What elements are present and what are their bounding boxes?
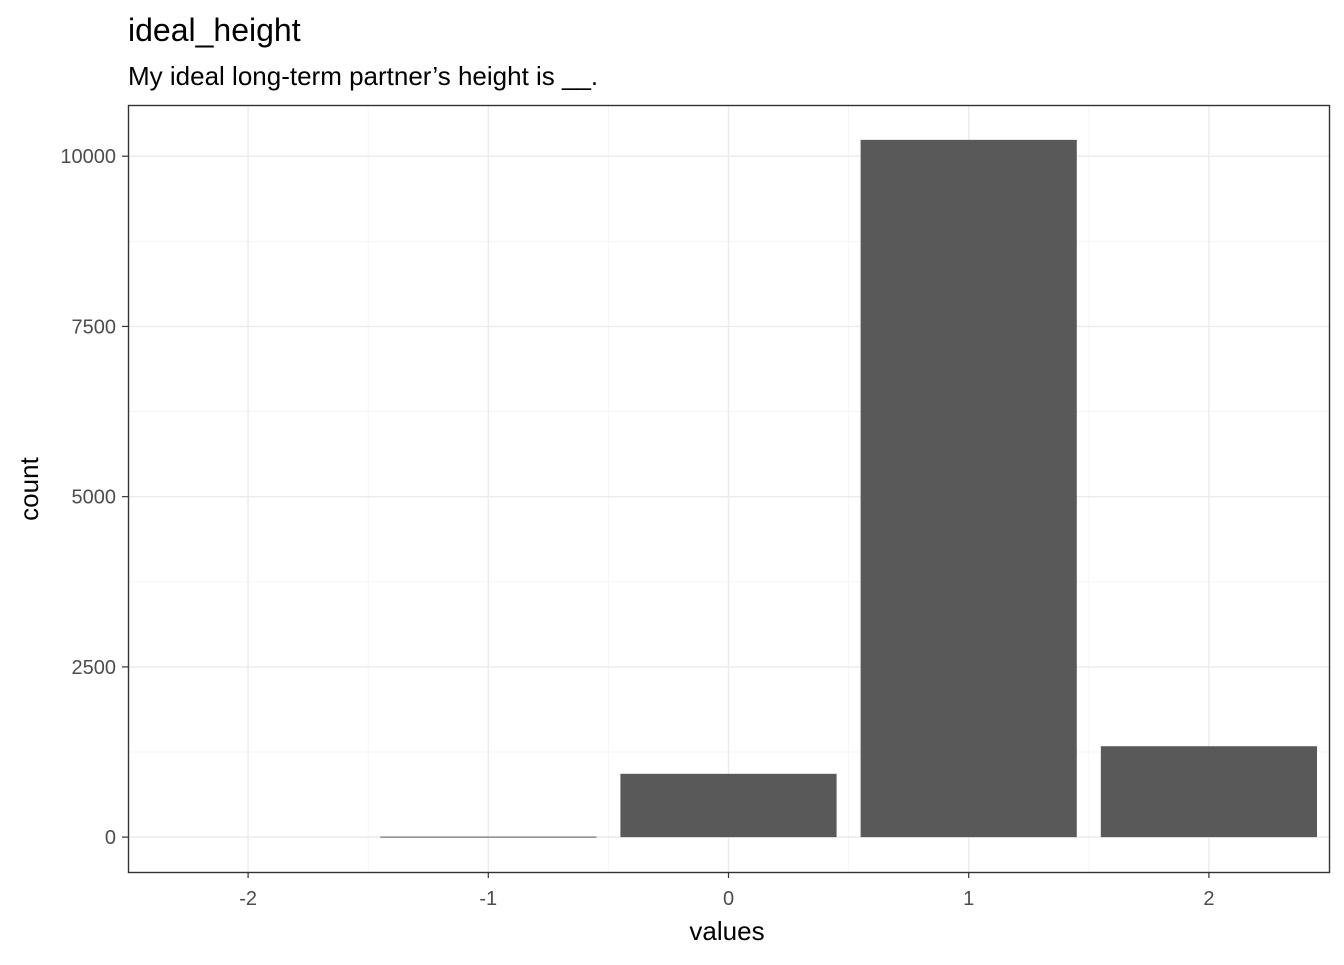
x-tick-label: -1 [479,888,497,910]
y-axis-title: count [14,456,44,520]
bar-2 [1100,746,1317,838]
x-tick-label: 0 [723,888,734,910]
x-tick-label: 1 [963,888,974,910]
chart-title: ideal_height [128,12,301,48]
x-tick-label: 2 [1203,888,1214,910]
bar-0 [620,773,837,838]
bars [380,139,1317,838]
bar-1 [860,139,1077,838]
y-axis: 0 2500 5000 7500 10000 [60,146,128,849]
x-tick-label: -2 [239,888,257,910]
y-tick-label: 2500 [72,657,117,679]
plot-panel [127,104,1331,874]
x-axis-title: values [689,916,764,946]
bar--1 [380,836,597,838]
y-tick-label: 0 [105,827,116,849]
chart-subtitle: My ideal long-term partner’s height is _… [128,61,598,91]
y-tick-label: 7500 [72,316,117,338]
y-tick-label: 5000 [72,487,117,509]
x-axis: -2 -1 0 1 2 [239,872,1214,910]
y-tick-label: 10000 [60,146,116,168]
